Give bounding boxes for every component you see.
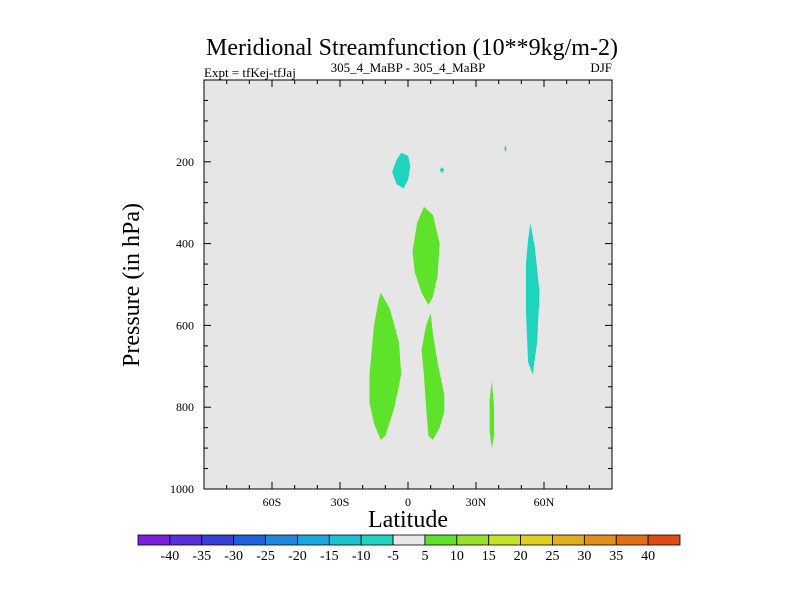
axis-ticks: 60S 30S 0 30N 60N 200 400 600 800 1000 (170, 79, 613, 509)
colorbar-label: 20 (514, 549, 528, 564)
colorbar-label: -20 (288, 549, 307, 564)
y-axis-label: Pressure (in hPa) (119, 203, 145, 367)
colorbar-swatch (456, 534, 490, 546)
chart-subtitle-left: Expt = tfKej-tfJaj (204, 65, 296, 80)
colorbar-label: 35 (609, 549, 623, 564)
colorbar-swatch (583, 534, 617, 546)
contour-region (504, 145, 507, 152)
chart-subtitle-right: DJF (590, 60, 612, 75)
y-tick-label: 400 (176, 237, 194, 251)
chart-subtitle-center: 305_4_MaBP - 305_4_MaBP (331, 60, 486, 75)
x-tick-label: 30N (466, 495, 487, 509)
x-tick-label: 0 (405, 495, 411, 509)
colorbar-swatch (169, 534, 203, 546)
colorbar-label: 30 (577, 549, 591, 564)
contour-region (421, 313, 445, 440)
colorbar-label: -30 (224, 549, 243, 564)
x-axis-label: Latitude (368, 507, 448, 533)
contour-region (489, 380, 495, 449)
x-tick-label: 60S (263, 495, 282, 509)
y-tick-label: 800 (176, 400, 194, 414)
colorbar-label: 25 (545, 549, 559, 564)
colorbar-label: -5 (387, 549, 399, 564)
y-tick-label: 600 (176, 318, 194, 332)
colorbar-label: -15 (320, 549, 339, 564)
colorbar-swatch (552, 534, 585, 546)
colorbar-label: 10 (450, 549, 464, 564)
plot-area (204, 80, 612, 489)
colorbar-swatch (488, 534, 521, 546)
colorbar-label: 40 (641, 549, 655, 564)
y-tick-label: 1000 (170, 482, 194, 496)
y-tick-label: 200 (176, 155, 194, 169)
x-tick-label: 60N (534, 495, 555, 509)
colorbar-swatch (647, 534, 681, 546)
contour-region (369, 292, 402, 440)
colorbar-label: -40 (161, 549, 180, 564)
colorbar-label: 5 (421, 549, 428, 564)
contour-region (392, 152, 411, 189)
colorbar-swatch (297, 534, 330, 546)
colorbar-swatch (392, 534, 426, 546)
colorbar-swatch (137, 534, 171, 546)
colorbar-swatch (520, 534, 553, 546)
x-tick-label: 30S (331, 495, 350, 509)
chart-title: Meridional Streamfunction (10**9kg/m-2) (206, 35, 618, 61)
contour-regions (369, 145, 540, 449)
colorbar-swatch (360, 534, 394, 546)
colorbar-label: -10 (352, 549, 371, 564)
colorbar-label: 15 (482, 549, 496, 564)
colorbar: -40 -35 -30 -25 -20 -15 -10 -5 5 10 15 20 25 30 35 40 (137, 534, 681, 564)
colorbar-swatch (424, 534, 458, 546)
colorbar-swatch (615, 534, 649, 546)
contour-region (412, 206, 440, 305)
colorbar-label: -25 (256, 549, 275, 564)
contour-region (439, 167, 445, 174)
colorbar-swatch (233, 534, 266, 546)
colorbar-swatch (265, 534, 298, 546)
colorbar-swatch (328, 534, 362, 546)
colorbar-swatch (201, 534, 235, 546)
contour-region (525, 223, 540, 375)
colorbar-label: -35 (192, 549, 211, 564)
